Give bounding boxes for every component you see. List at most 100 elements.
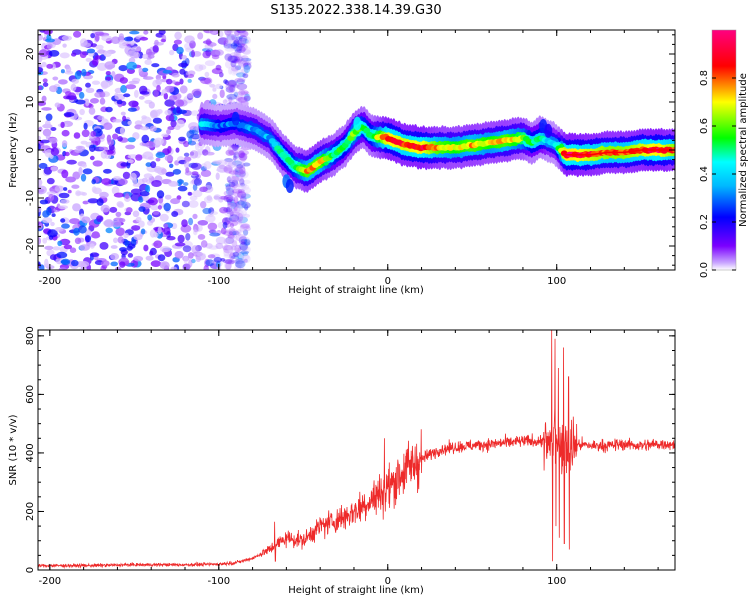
noise-blob — [78, 260, 90, 268]
noise-blob — [233, 147, 242, 152]
noise-blob — [91, 186, 97, 193]
noise-blob — [238, 90, 245, 97]
noise-blob — [143, 244, 149, 252]
noise-blob — [233, 207, 238, 211]
noise-blob — [105, 76, 112, 81]
noise-blob — [215, 172, 220, 180]
noise-blob — [197, 32, 204, 40]
noise-blob — [237, 213, 244, 222]
noise-blob — [181, 219, 188, 228]
colorbar-tick-label: 0.4 — [699, 166, 710, 182]
noise-blob — [98, 146, 109, 151]
noise-blob — [133, 234, 143, 241]
noise-blob — [238, 236, 248, 245]
noise-blob — [117, 236, 125, 244]
noise-blob — [200, 169, 212, 177]
noise-blob — [44, 120, 51, 129]
noise-blob — [166, 236, 176, 241]
noise-blob — [226, 34, 237, 41]
noise-blob — [171, 80, 176, 84]
noise-blob — [243, 91, 251, 96]
noise-blob — [60, 218, 66, 223]
noise-blob — [133, 51, 140, 59]
noise-blob — [223, 79, 228, 84]
noise-blob — [235, 213, 240, 219]
noise-blob — [242, 162, 251, 167]
noise-blob — [239, 162, 246, 170]
noise-blob — [212, 87, 217, 92]
noise-blob — [65, 91, 72, 96]
noise-blob — [155, 152, 166, 159]
noise-blob — [54, 102, 61, 108]
noise-blob — [38, 86, 43, 90]
noise-blob — [229, 252, 236, 260]
noise-blob — [224, 259, 236, 265]
noise-blob — [188, 252, 194, 259]
noise-blob — [144, 59, 152, 65]
noise-blob — [243, 258, 248, 263]
colorbar: 0.0 0.2 0.4 0.6 0.8 Normalized spectral ampl… — [699, 29, 749, 278]
noise-blob — [119, 247, 127, 252]
noise-blob — [183, 140, 190, 148]
noise-blob — [232, 205, 241, 213]
noise-blob — [188, 217, 194, 226]
noise-blob — [60, 199, 70, 204]
noise-blob — [236, 156, 246, 163]
noise-blob — [191, 49, 195, 58]
snr-y-axis-label: SNR (10 * v/v) — [8, 414, 19, 485]
noise-blob — [69, 218, 80, 225]
snr-line — [38, 330, 675, 569]
noise-blob — [233, 36, 241, 45]
noise-blob — [176, 46, 184, 55]
noise-blob — [81, 68, 87, 77]
noise-blob — [231, 65, 239, 72]
noise-blob — [190, 110, 199, 116]
noise-blob — [236, 183, 248, 188]
noise-blob — [89, 144, 96, 152]
noise-blob — [224, 229, 231, 233]
noise-blob — [72, 171, 81, 180]
noise-blob — [241, 36, 252, 45]
noise-blob — [200, 201, 207, 209]
noise-blob — [150, 161, 157, 169]
noise-blob — [223, 253, 233, 259]
noise-blob — [237, 96, 248, 103]
noise-blob — [170, 119, 177, 128]
noise-blob — [222, 221, 228, 229]
noise-blob — [242, 213, 251, 218]
noise-blob — [239, 154, 247, 163]
noise-blob — [234, 167, 243, 173]
noise-blob — [82, 200, 89, 205]
noise-blob — [143, 30, 149, 35]
noise-blob — [231, 175, 239, 183]
noise-blob — [174, 125, 181, 130]
noise-blob — [185, 233, 191, 241]
noise-blob — [242, 251, 249, 257]
noise-blob — [238, 150, 249, 156]
y-tick-label: 10 — [25, 96, 36, 109]
noise-blob — [133, 255, 144, 262]
noise-blob — [110, 245, 118, 249]
noise-blob — [127, 137, 136, 143]
noise-blob — [105, 227, 113, 234]
noise-blob — [231, 83, 241, 88]
noise-blob — [236, 30, 242, 33]
noise-blob — [240, 245, 251, 254]
noise-blob — [242, 49, 251, 55]
noise-blob — [109, 206, 118, 213]
noise-blob — [237, 77, 243, 84]
noise-blob — [38, 143, 41, 151]
noise-blob — [48, 137, 58, 144]
noise-blob — [236, 78, 245, 85]
noise-blob — [199, 186, 208, 193]
noise-blob — [185, 47, 194, 53]
noise-blob — [46, 177, 55, 185]
noise-blob — [236, 229, 242, 236]
noise-blob — [229, 183, 238, 188]
noise-blob — [228, 230, 240, 236]
noise-blob — [85, 87, 95, 94]
noise-blob — [132, 210, 140, 218]
noise-blob — [103, 122, 113, 130]
noise-blob — [80, 173, 87, 182]
ridge-blob — [285, 179, 294, 193]
